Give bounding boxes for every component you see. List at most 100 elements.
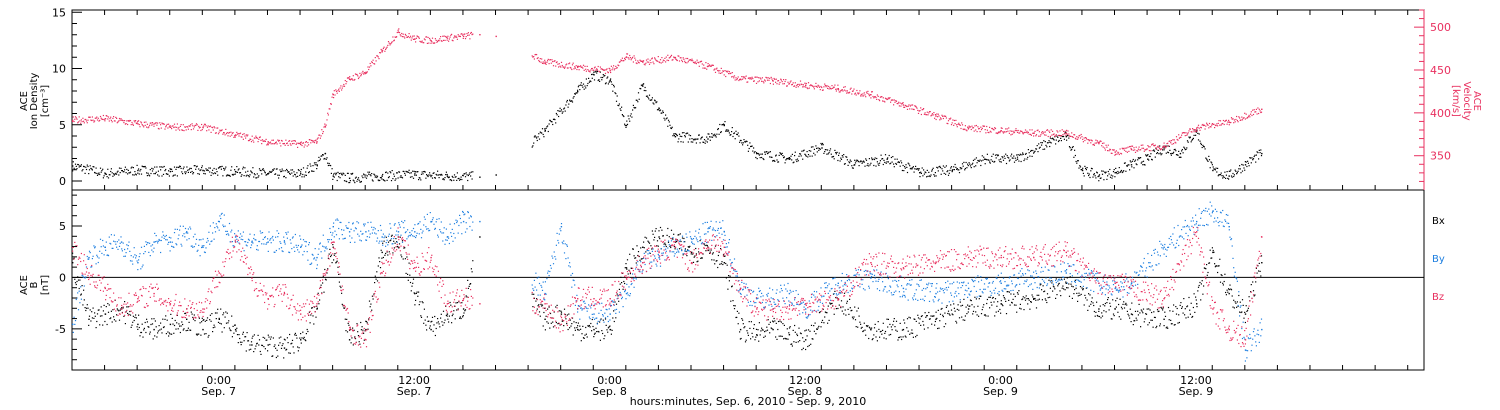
data-point: [1164, 145, 1167, 147]
data-point: [630, 113, 632, 115]
data-point: [116, 314, 118, 316]
data-point: [895, 100, 897, 102]
data-point: [217, 308, 219, 310]
data-point: [446, 175, 449, 177]
data-point: [142, 166, 144, 168]
data-point: [574, 93, 576, 95]
data-point: [1097, 176, 1099, 178]
data-point: [1058, 134, 1060, 136]
data-point: [311, 140, 313, 142]
data-point: [970, 300, 972, 302]
data-point: [406, 256, 408, 258]
data-point: [1114, 172, 1116, 174]
data-point: [995, 132, 997, 134]
data-point: [970, 167, 972, 169]
data-point: [204, 173, 206, 175]
data-point: [766, 77, 768, 79]
data-point: [83, 289, 85, 291]
data-point: [440, 313, 442, 315]
data-point: [773, 77, 775, 80]
data-point: [877, 163, 879, 165]
data-point: [94, 120, 96, 122]
data-point: [947, 170, 949, 172]
data-point: [1215, 125, 1217, 127]
data-point: [746, 330, 748, 332]
data-point: [933, 112, 935, 114]
data-point: [928, 111, 931, 113]
data-point: [103, 175, 105, 177]
data-point: [602, 74, 604, 76]
data-point: [1219, 124, 1221, 126]
data-point: [289, 172, 291, 174]
data-point: [969, 305, 971, 307]
data-point: [884, 101, 886, 103]
data-point: [168, 170, 170, 172]
data-point: [1046, 146, 1048, 148]
data-point: [999, 161, 1001, 163]
data-point: [1126, 304, 1128, 306]
data-point: [248, 139, 250, 142]
data-point: [396, 36, 398, 38]
data-point: [206, 126, 209, 128]
data-point: [1223, 176, 1225, 178]
data-point: [969, 126, 972, 128]
data-point: [739, 328, 742, 331]
data-point: [1067, 287, 1069, 289]
data-point: [884, 97, 887, 99]
data-point: [147, 326, 149, 328]
data-point: [179, 165, 181, 167]
data-point: [1137, 314, 1139, 316]
data-point: [1162, 149, 1164, 151]
data-point: [1043, 131, 1045, 133]
data-point: [131, 324, 133, 326]
data-point: [397, 31, 400, 33]
data-point: [467, 34, 469, 36]
data-point: [1135, 317, 1137, 319]
data-point: [144, 251, 146, 253]
data-point: [112, 117, 114, 119]
data-point: [346, 77, 349, 79]
data-point: [706, 141, 708, 143]
data-point: [1214, 127, 1216, 129]
data-point: [331, 262, 333, 264]
data-point: [656, 60, 659, 62]
data-point: [805, 348, 807, 351]
data-point: [608, 326, 610, 328]
data-point: [732, 300, 734, 302]
data-point: [1212, 249, 1214, 252]
data-point: [357, 75, 359, 77]
data-point: [993, 301, 995, 303]
data-point: [72, 161, 74, 163]
data-point: [728, 130, 730, 132]
data-point: [329, 108, 331, 110]
data-point: [1071, 136, 1073, 138]
data-point: [1002, 157, 1004, 159]
data-point: [1251, 157, 1253, 159]
data-point: [1233, 307, 1235, 309]
data-point: [945, 306, 947, 308]
data-point: [129, 171, 132, 173]
data-point: [1193, 131, 1195, 133]
data-point: [325, 279, 327, 281]
data-point: [662, 110, 664, 112]
data-point: [817, 327, 819, 329]
data-point: [1162, 309, 1164, 311]
data-point: [695, 63, 697, 65]
data-point: [1130, 313, 1133, 315]
data-point: [1150, 319, 1152, 321]
data-point: [680, 240, 682, 243]
data-point: [301, 144, 303, 147]
data-point: [836, 151, 838, 153]
data-point: [87, 165, 89, 168]
data-point: [99, 167, 102, 169]
data-point: [837, 88, 839, 90]
data-point: [577, 66, 579, 68]
data-point: [902, 336, 904, 338]
data-point: [570, 325, 572, 327]
data-point: [971, 125, 973, 127]
data-point: [654, 58, 656, 60]
data-point: [897, 103, 899, 105]
data-point: [300, 168, 302, 171]
data-point: [1115, 306, 1117, 308]
data-point: [896, 158, 898, 160]
